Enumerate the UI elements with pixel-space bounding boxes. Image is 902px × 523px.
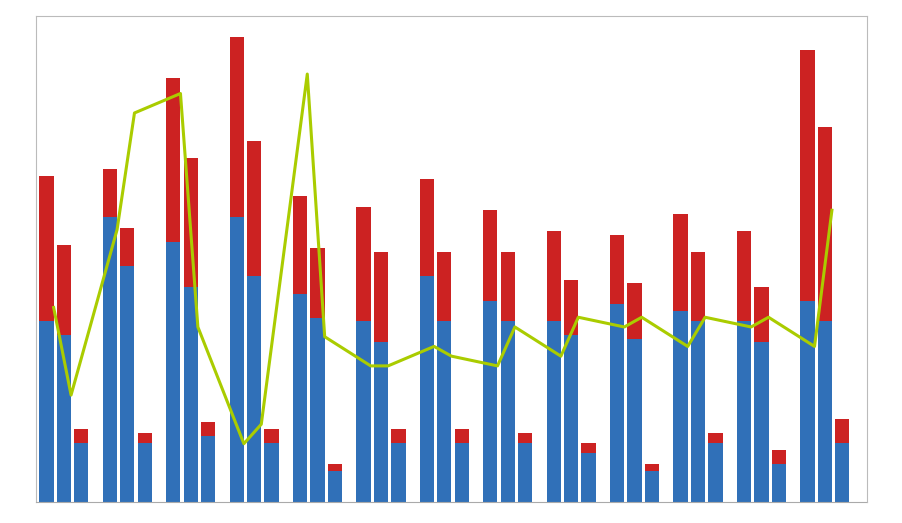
Bar [771,464,785,502]
Bar [564,335,577,502]
Bar [264,429,279,443]
Bar [120,228,134,266]
Bar [483,210,497,301]
Bar [834,443,849,502]
Bar [753,287,768,342]
Bar [327,464,342,471]
Bar [816,322,831,502]
Bar [391,443,405,502]
Bar [391,429,405,443]
Bar [644,471,658,502]
Bar [292,196,307,293]
Bar [483,301,497,502]
Bar [247,276,261,502]
Bar [419,276,434,502]
Bar [644,464,658,471]
Bar [40,176,53,322]
Bar [264,443,279,502]
Bar [454,443,468,502]
Bar [736,322,750,502]
Bar [610,304,623,502]
Bar [310,318,325,502]
Bar [736,231,750,322]
Bar [292,293,307,502]
Bar [518,433,531,443]
Bar [40,322,53,502]
Bar [356,207,371,322]
Bar [201,422,215,436]
Bar [247,141,261,276]
Bar [707,433,722,443]
Bar [229,37,244,217]
Bar [500,252,514,322]
Bar [707,443,722,502]
Bar [564,280,577,335]
Bar [581,443,595,453]
Bar [229,217,244,502]
Bar [183,158,198,287]
Bar [373,342,388,502]
Bar [799,301,814,502]
Bar [137,433,152,443]
Bar [546,231,560,322]
Bar [74,443,88,502]
Bar [673,311,687,502]
Bar [627,283,641,339]
Bar [546,322,560,502]
Bar [454,429,468,443]
Bar [437,252,451,322]
Bar [327,471,342,502]
Bar [816,127,831,322]
Bar [834,419,849,443]
Bar [673,214,687,311]
Bar [419,179,434,276]
Bar [74,429,88,443]
Bar [166,242,180,502]
Bar [373,252,388,342]
Bar [518,443,531,502]
Bar [500,322,514,502]
Bar [120,266,134,502]
Bar [356,322,371,502]
Bar [103,217,117,502]
Bar [57,245,71,335]
Bar [201,436,215,502]
Bar [753,342,768,502]
Bar [57,335,71,502]
Bar [690,252,704,322]
Bar [437,322,451,502]
Bar [183,287,198,502]
Bar [310,248,325,318]
Bar [103,168,117,217]
Bar [610,235,623,304]
Bar [137,443,152,502]
Bar [799,50,814,301]
Bar [627,339,641,502]
Bar [771,450,785,464]
Bar [690,322,704,502]
Bar [581,453,595,502]
Bar [166,78,180,242]
